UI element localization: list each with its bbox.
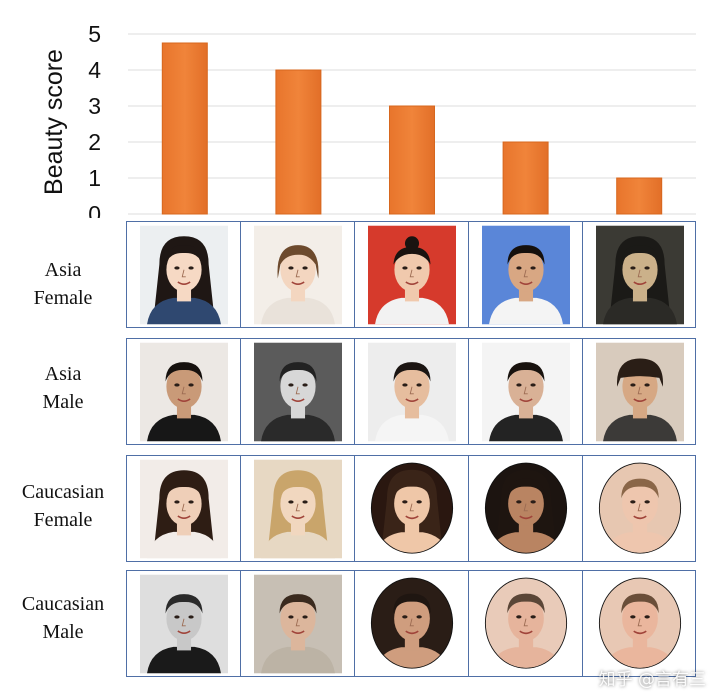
watermark: 知乎 @言有三 bbox=[598, 670, 706, 690]
face-photo-cell bbox=[583, 222, 697, 327]
face-portrait-image bbox=[139, 459, 228, 558]
face-portrait-image bbox=[253, 574, 342, 673]
row-label: Asia Male bbox=[0, 360, 126, 416]
face-photo-cell bbox=[241, 456, 355, 561]
row-label-line1: Caucasian bbox=[21, 593, 105, 615]
face-photo-cell bbox=[469, 571, 583, 676]
face-portrait-image bbox=[253, 459, 342, 558]
face-portrait-image bbox=[484, 462, 567, 554]
face-portrait-image bbox=[367, 225, 456, 324]
face-portrait-image bbox=[598, 577, 682, 669]
row-label-line1: Asia bbox=[44, 259, 82, 281]
bar-3 bbox=[389, 105, 435, 215]
y-tick-label: 1 bbox=[88, 165, 101, 191]
face-photo-cell bbox=[241, 222, 355, 327]
row-label: Asia Female bbox=[0, 256, 126, 312]
y-tick-label: 5 bbox=[88, 21, 101, 47]
face-photo-cell bbox=[469, 339, 583, 444]
face-photo-cell bbox=[127, 339, 241, 444]
face-photo-cell bbox=[355, 456, 469, 561]
row-label-line2: Female bbox=[33, 509, 93, 531]
y-tick-label: 4 bbox=[88, 57, 101, 83]
face-portrait-image bbox=[598, 462, 682, 554]
face-portrait-image bbox=[253, 342, 342, 441]
photo-row bbox=[126, 455, 696, 562]
bar-1 bbox=[161, 42, 208, 215]
beauty-score-bar-chart: 0 1 2 3 4 5 Beauty score bbox=[40, 21, 696, 218]
y-tick-label: 2 bbox=[88, 129, 101, 155]
face-portrait-image bbox=[484, 577, 567, 669]
bar-5 bbox=[616, 177, 663, 215]
row-label: Caucasian Female bbox=[0, 478, 126, 534]
face-photo-cell bbox=[127, 571, 241, 676]
face-photo-cell bbox=[583, 456, 697, 561]
row-label-line2: Male bbox=[42, 391, 84, 413]
photo-row bbox=[126, 570, 696, 677]
face-portrait-image bbox=[139, 574, 228, 673]
face-photo-cell bbox=[355, 222, 469, 327]
face-photo-cell bbox=[583, 571, 697, 676]
photo-row bbox=[126, 338, 696, 445]
y-tick-label: 0 bbox=[88, 201, 101, 218]
face-portrait-image bbox=[596, 342, 684, 441]
row-label-line1: Asia bbox=[44, 363, 82, 385]
photo-row bbox=[126, 221, 696, 328]
face-photo-cell bbox=[127, 456, 241, 561]
face-portrait-image bbox=[596, 225, 684, 324]
face-photo-cell bbox=[241, 571, 355, 676]
row-label-line2: Male bbox=[42, 621, 84, 643]
face-photo-cell bbox=[469, 222, 583, 327]
y-axis-label: Beauty score bbox=[40, 49, 68, 195]
y-tick-label: 3 bbox=[88, 93, 101, 119]
face-portrait-image bbox=[139, 225, 228, 324]
row-label-line2: Female bbox=[33, 287, 93, 309]
row-label: Caucasian Male bbox=[0, 590, 126, 646]
face-portrait-image bbox=[481, 342, 570, 441]
bar-2 bbox=[275, 69, 322, 215]
face-photo-cell bbox=[241, 339, 355, 444]
bar-4 bbox=[502, 141, 549, 215]
row-label-line1: Caucasian bbox=[21, 481, 105, 503]
face-portrait-image bbox=[370, 462, 453, 554]
face-portrait-image bbox=[370, 577, 453, 669]
face-portrait-image bbox=[367, 342, 456, 441]
face-photo-cell bbox=[127, 222, 241, 327]
face-portrait-image bbox=[139, 342, 228, 441]
face-portrait-image bbox=[481, 225, 570, 324]
face-portrait-image bbox=[253, 225, 342, 324]
face-photo-cell bbox=[469, 456, 583, 561]
face-photo-cell bbox=[355, 339, 469, 444]
face-photo-cell bbox=[583, 339, 697, 444]
face-photo-cell bbox=[355, 571, 469, 676]
